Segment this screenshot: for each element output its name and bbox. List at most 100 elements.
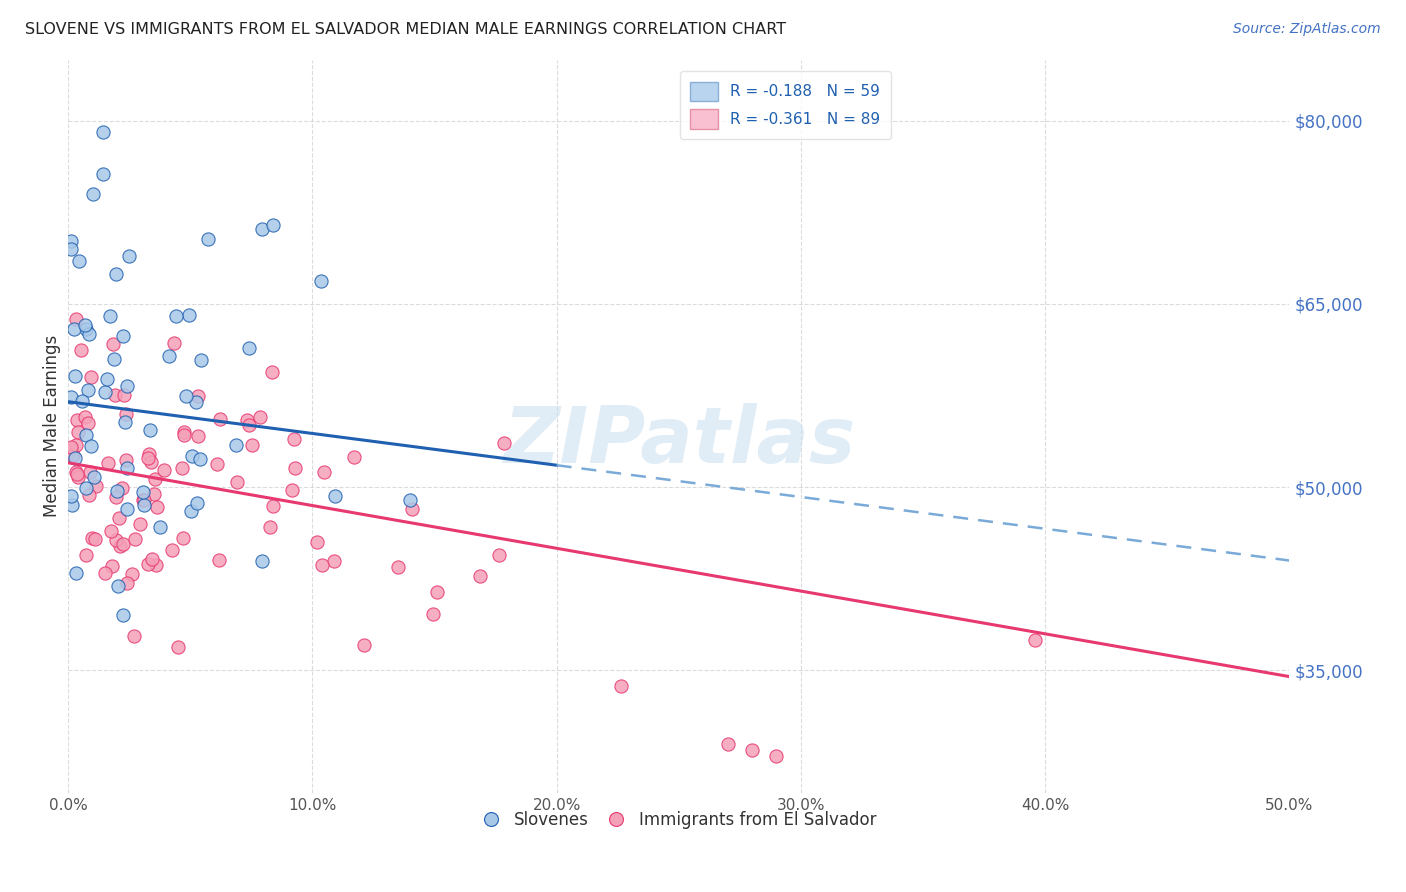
Point — [66, 467, 89, 482]
Point — [114, 387, 136, 401]
Point — [65, 465, 87, 479]
Point — [240, 438, 263, 452]
Point — [488, 548, 510, 562]
Point — [174, 389, 197, 403]
Point — [115, 452, 138, 467]
Point — [132, 493, 155, 508]
Point — [65, 438, 87, 452]
Point — [132, 492, 155, 507]
Point — [311, 558, 333, 573]
Point — [83, 470, 105, 484]
Point — [65, 312, 87, 326]
Point — [59, 390, 82, 404]
Point — [716, 737, 738, 751]
Point — [80, 369, 103, 384]
Point — [111, 608, 134, 623]
Point — [91, 125, 114, 139]
Point — [186, 496, 208, 510]
Point — [259, 520, 281, 534]
Point — [132, 498, 155, 512]
Point — [66, 413, 89, 427]
Point — [70, 343, 93, 358]
Point — [104, 267, 127, 281]
Point — [73, 409, 96, 424]
Point — [143, 472, 166, 486]
Point — [260, 366, 283, 380]
Point — [75, 481, 97, 495]
Point — [1024, 633, 1046, 648]
Point — [401, 501, 423, 516]
Point — [494, 436, 516, 450]
Point — [208, 553, 231, 567]
Point — [59, 489, 82, 503]
Point — [284, 461, 307, 475]
Point — [180, 504, 202, 518]
Point — [76, 383, 98, 397]
Point — [97, 456, 120, 470]
Point — [101, 337, 124, 351]
Point — [353, 638, 375, 652]
Text: ZIPatlas: ZIPatlas — [502, 403, 855, 479]
Point — [100, 524, 122, 539]
Point — [305, 534, 328, 549]
Point — [426, 585, 449, 599]
Point — [145, 558, 167, 572]
Point — [172, 531, 194, 545]
Point — [322, 554, 344, 568]
Point — [262, 499, 284, 513]
Point — [238, 418, 260, 433]
Point — [172, 461, 194, 475]
Point — [105, 484, 128, 499]
Point — [184, 395, 207, 409]
Point — [75, 548, 97, 562]
Point — [82, 531, 104, 545]
Point — [65, 451, 87, 466]
Point — [79, 326, 101, 341]
Point — [115, 576, 138, 591]
Point — [610, 679, 633, 693]
Point — [157, 349, 180, 363]
Point — [187, 389, 209, 403]
Point — [141, 552, 163, 566]
Text: SLOVENE VS IMMIGRANTS FROM EL SALVADOR MEDIAN MALE EARNINGS CORRELATION CHART: SLOVENE VS IMMIGRANTS FROM EL SALVADOR M… — [25, 22, 786, 37]
Point — [142, 487, 165, 501]
Point — [65, 368, 87, 383]
Point — [422, 607, 444, 622]
Point — [59, 234, 82, 248]
Point — [173, 428, 195, 442]
Point — [115, 502, 138, 516]
Point — [136, 451, 159, 466]
Point — [765, 749, 787, 764]
Point — [166, 640, 188, 654]
Point — [70, 393, 93, 408]
Point — [309, 274, 332, 288]
Point — [177, 308, 200, 322]
Point — [314, 465, 336, 479]
Point — [84, 532, 107, 546]
Text: Source: ZipAtlas.com: Source: ZipAtlas.com — [1233, 22, 1381, 37]
Point — [107, 511, 129, 525]
Point — [124, 629, 146, 643]
Point — [105, 533, 128, 548]
Point — [93, 566, 115, 580]
Point — [190, 353, 212, 368]
Point — [132, 485, 155, 500]
Point — [236, 413, 259, 427]
Point — [149, 519, 172, 533]
Legend: Slovenes, Immigrants from El Salvador: Slovenes, Immigrants from El Salvador — [474, 805, 883, 836]
Point — [62, 448, 84, 462]
Point — [79, 488, 101, 502]
Point — [145, 500, 167, 514]
Point — [67, 470, 90, 484]
Point — [139, 455, 162, 469]
Point — [741, 743, 763, 757]
Point — [79, 465, 101, 479]
Point — [128, 516, 150, 531]
Point — [91, 167, 114, 181]
Point — [205, 457, 228, 471]
Point — [342, 450, 364, 465]
Point — [399, 493, 422, 508]
Point — [107, 579, 129, 593]
Point — [111, 329, 134, 343]
Point — [59, 441, 82, 455]
